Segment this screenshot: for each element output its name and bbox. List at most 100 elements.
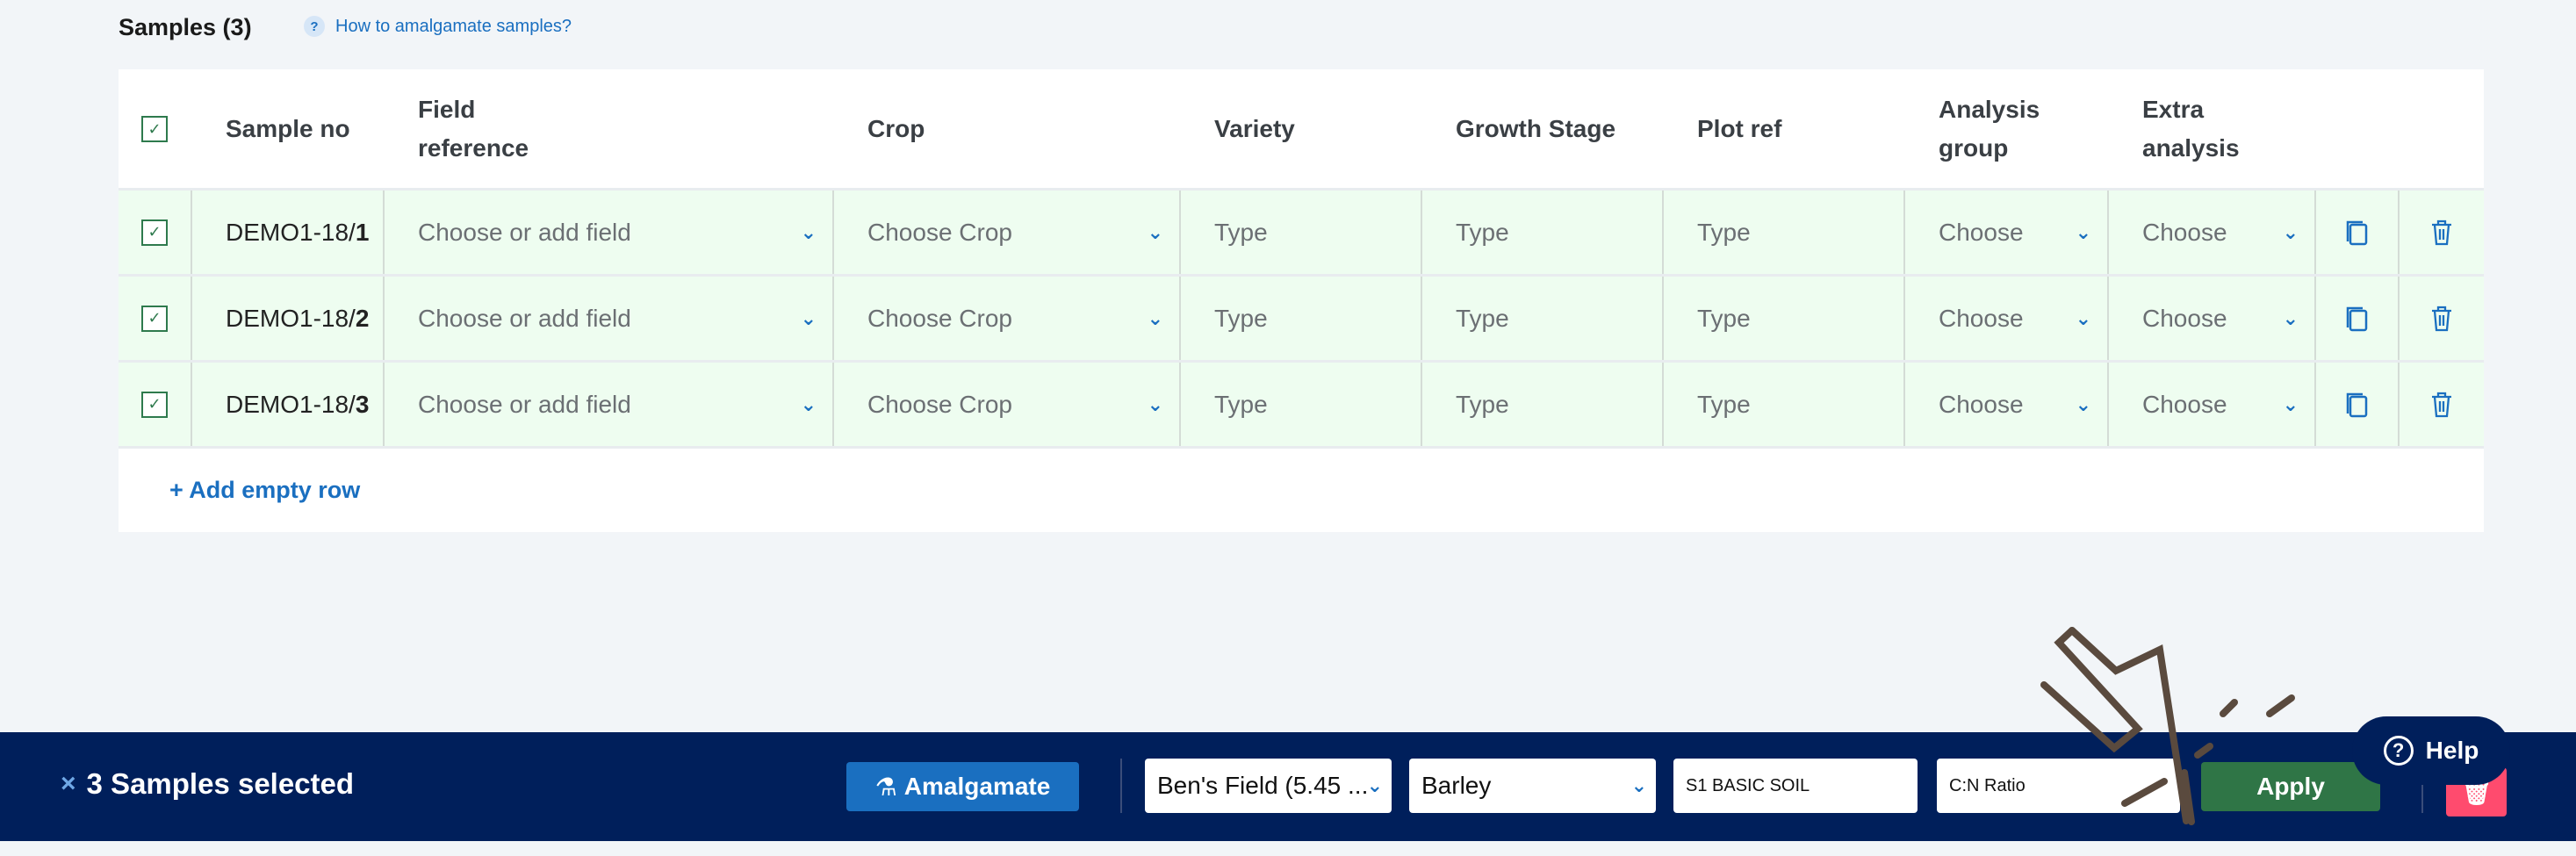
help-circle-icon: ? [2383,736,2414,766]
divider [2421,759,2423,813]
clear-selection-icon[interactable]: × [61,769,76,798]
amalgamate-button[interactable]: ⚗ Amalgamate [846,762,1079,811]
table-row: ✓ DEMO1-18/1 Choose or add field ⌄ Choose… [119,191,2484,277]
growth-stage-input-placeholder: Type [1456,390,1509,418]
table-row: ✓ DEMO1-18/2 Choose or add field ⌄ Choose… [119,277,2484,363]
field-select-value: Ben's Field (5.45 ... [1157,772,1369,799]
analysis-group-select[interactable]: Choose ⌄ [1905,363,2109,446]
trash-icon [2432,306,2451,331]
delete-row-button[interactable] [2400,277,2484,360]
samples-table: ✓ Sample no Field reference Crop Variety… [119,69,2484,532]
sample-number: 3 [355,390,370,418]
crop-select-value: Choose Crop [867,390,1012,418]
chevron-down-icon: ⌄ [2282,306,2299,329]
plot-ref-input-placeholder: Type [1697,304,1751,332]
field-reference-select[interactable]: Choose or add field ⌄ [385,363,834,446]
field-reference-select[interactable]: Choose or add field ⌄ [385,277,834,360]
trash-icon [2432,219,2451,245]
help-button[interactable]: ? Help [2352,716,2510,785]
field-select[interactable]: Ben's Field (5.45 ... ⌄ [1145,759,1392,813]
sample-no: DEMO1-18/1 [192,191,385,274]
variety-input[interactable]: Type [1181,363,1422,446]
how-to-amalgamate-link[interactable]: ? How to amalgamate samples? [304,16,572,37]
help-label: Help [2425,737,2479,764]
chevron-down-icon: ⌄ [2075,220,2091,243]
sample-number: 1 [355,218,370,246]
plot-ref-input[interactable]: Type [1664,191,1905,274]
sample-no: DEMO1-18/2 [192,277,385,360]
chevron-down-icon: ⌄ [1147,220,1163,243]
chevron-down-icon: ⌄ [2282,220,2299,243]
extra-analysis-select[interactable]: Choose ⌄ [2109,191,2316,274]
row-checkbox[interactable]: ✓ [141,219,168,246]
bulk-action-bar: × 3 Samples selected ⚗ Amalgamate Ben's F… [0,732,2576,841]
divider [1120,759,1122,813]
col-extra-analysis: Extra analysis [2142,95,2240,162]
crop-select[interactable]: Choose Crop ⌄ [834,191,1181,274]
col-analysis-group: Analysis group [1939,95,2040,162]
field-reference-select-value: Choose or add field [418,218,631,246]
plot-ref-input-placeholder: Type [1697,390,1751,418]
col-field-reference: Field reference [418,95,529,162]
extra-analysis-input[interactable]: C:N Ratio [1937,759,2180,813]
plot-ref-input[interactable]: Type [1664,363,1905,446]
delete-row-button[interactable] [2400,191,2484,274]
how-to-label: How to amalgamate samples? [335,16,572,36]
growth-stage-input-placeholder: Type [1456,218,1509,246]
field-reference-select[interactable]: Choose or add field ⌄ [385,191,834,274]
table-row: ✓ DEMO1-18/3 Choose or add field ⌄ Choose… [119,363,2484,449]
analysis-group-select[interactable]: Choose ⌄ [1905,191,2109,274]
extra-analysis-value: C:N Ratio [1949,775,2026,795]
chevron-down-icon: ⌄ [2075,392,2091,415]
crop-select[interactable]: Choose Crop ⌄ [834,363,1181,446]
copy-icon [2346,306,2367,331]
crop-select-value: Barley [1421,772,1492,799]
extra-analysis-select-value: Choose [2142,218,2227,246]
copy-icon [2346,220,2367,245]
extra-analysis-select[interactable]: Choose ⌄ [2109,363,2316,446]
col-variety: Variety [1214,114,1295,142]
analysis-group-select-value: Choose [1939,304,2024,332]
analysis-group-value: S1 BASIC SOIL [1686,775,1810,795]
trash-icon [2432,392,2451,417]
amalgamate-label: Amalgamate [903,773,1051,800]
analysis-group-select[interactable]: Choose ⌄ [1905,277,2109,360]
growth-stage-input[interactable]: Type [1422,191,1664,274]
variety-input-placeholder: Type [1214,304,1268,332]
row-checkbox[interactable]: ✓ [141,305,168,332]
plot-ref-input-placeholder: Type [1697,218,1751,246]
table-header: ✓ Sample no Field reference Crop Variety… [119,69,2484,191]
delete-row-button[interactable] [2400,363,2484,446]
duplicate-row-button[interactable] [2316,277,2400,360]
page-title: Samples (3) [119,14,252,40]
select-all-checkbox[interactable]: ✓ [141,115,168,142]
crop-select-value: Choose Crop [867,304,1012,332]
selected-count: 3 Samples selected [86,767,355,800]
extra-analysis-select[interactable]: Choose ⌄ [2109,277,2316,360]
analysis-group-input[interactable]: S1 BASIC SOIL [1673,759,1918,813]
chevron-down-icon: ⌄ [1630,774,1647,796]
crop-select-value: Choose Crop [867,218,1012,246]
crop-select[interactable]: Choose Crop ⌄ [834,277,1181,360]
row-checkbox[interactable]: ✓ [141,391,168,418]
add-empty-row-button[interactable]: + Add empty row [169,477,361,503]
growth-stage-input[interactable]: Type [1422,363,1664,446]
analysis-group-select-value: Choose [1939,390,2024,418]
col-crop: Crop [867,114,925,142]
col-plot-ref: Plot ref [1697,114,1782,142]
growth-stage-input[interactable]: Type [1422,277,1664,360]
sample-prefix: DEMO1-18/ [226,304,356,332]
copy-icon [2346,392,2367,417]
duplicate-row-button[interactable] [2316,363,2400,446]
plot-ref-input[interactable]: Type [1664,277,1905,360]
sample-prefix: DEMO1-18/ [226,390,356,418]
chevron-down-icon: ⌄ [2282,392,2299,415]
variety-input[interactable]: Type [1181,191,1422,274]
field-reference-select-value: Choose or add field [418,390,631,418]
apply-button[interactable]: Apply [2201,762,2380,811]
crop-select[interactable]: Barley ⌄ [1409,759,1656,813]
duplicate-row-button[interactable] [2316,191,2400,274]
variety-input[interactable]: Type [1181,277,1422,360]
col-sample-no: Sample no [226,114,350,142]
sample-prefix: DEMO1-18/ [226,218,356,246]
